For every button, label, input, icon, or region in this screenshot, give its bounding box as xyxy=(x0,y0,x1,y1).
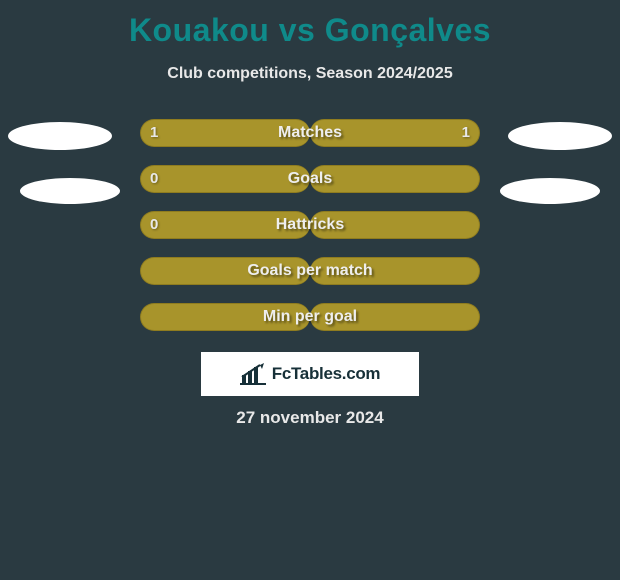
player-avatar-placeholder xyxy=(8,122,112,150)
player-avatar-placeholder xyxy=(508,122,612,150)
subtitle: Club competitions, Season 2024/2025 xyxy=(0,65,620,83)
stat-bar-left xyxy=(140,257,310,285)
stat-value-left: 0 xyxy=(150,165,158,193)
stat-row: 11Matches xyxy=(140,119,480,147)
source-badge: FcTables.com xyxy=(201,352,419,396)
stat-row: 0Goals xyxy=(140,165,480,193)
chart-icon xyxy=(240,363,266,385)
snapshot-date: 27 november 2024 xyxy=(0,408,620,428)
stat-bar-right xyxy=(310,165,480,193)
stat-value-left: 0 xyxy=(150,211,158,239)
source-badge-label: FcTables.com xyxy=(272,364,381,384)
stat-row: Min per goal xyxy=(140,303,480,331)
player-avatar-placeholder xyxy=(20,178,120,204)
stat-row: Goals per match xyxy=(140,257,480,285)
stat-bar-left xyxy=(140,165,310,193)
stat-value-right: 1 xyxy=(462,119,470,147)
player-avatar-placeholder xyxy=(500,178,600,204)
stat-bar-left xyxy=(140,303,310,331)
stats-container: 11Matches0Goals0HattricksGoals per match… xyxy=(0,119,620,331)
stat-bar-right xyxy=(310,211,480,239)
stat-bar-right xyxy=(310,119,480,147)
page-title: Kouakou vs Gonçalves xyxy=(0,0,620,49)
stat-bar-left xyxy=(140,211,310,239)
stat-bar-right xyxy=(310,257,480,285)
stat-bar-right xyxy=(310,303,480,331)
stat-bar-left xyxy=(140,119,310,147)
stat-value-left: 1 xyxy=(150,119,158,147)
stat-row: 0Hattricks xyxy=(140,211,480,239)
